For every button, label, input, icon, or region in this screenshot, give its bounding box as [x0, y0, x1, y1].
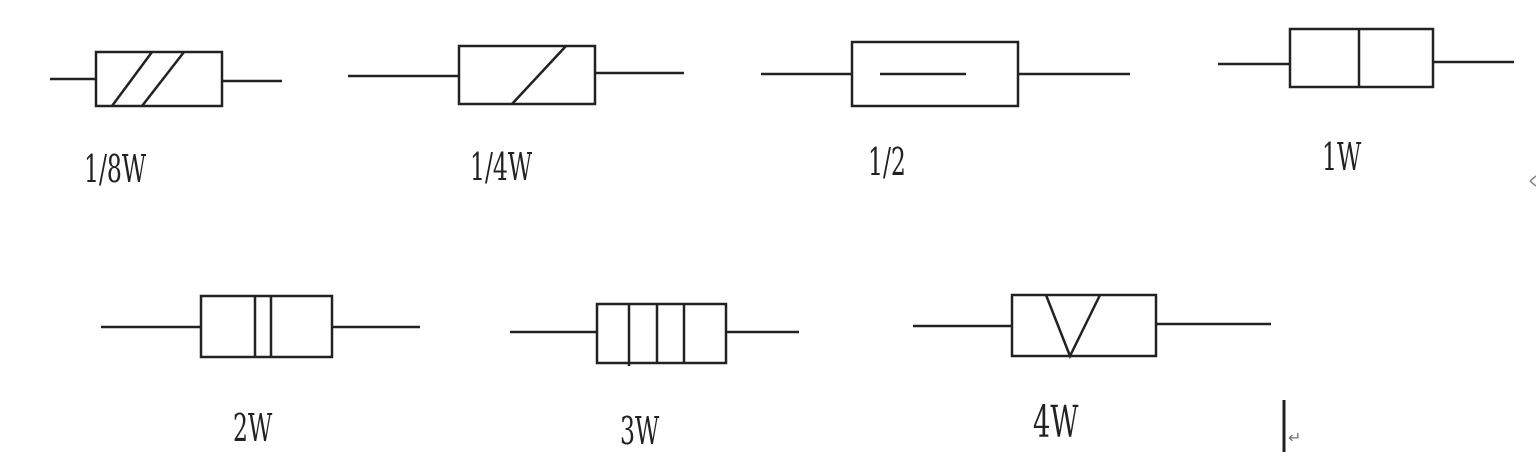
resistor-body [457, 44, 597, 106]
resistor-1w-symbol [1218, 27, 1514, 89]
slash-marking [511, 45, 567, 105]
label-1-4w: 1/4W [470, 145, 533, 189]
label-1-8w: 1/8W [84, 147, 147, 191]
resistor-body [595, 302, 728, 365]
clipped-mark [1529, 175, 1536, 182]
resistor-2w-symbol [101, 294, 420, 359]
resistor-1-4w-symbol [348, 44, 684, 106]
slash-marking [110, 51, 154, 107]
resistor-body [94, 50, 224, 108]
label-1w: 1W [1322, 135, 1362, 179]
label-1-2w: 1/2 [868, 140, 906, 184]
resistor-1-2w-symbol [761, 40, 1130, 108]
resistor-3w-symbol [510, 302, 799, 366]
resistor-body [1288, 27, 1435, 89]
resistor-body [199, 294, 334, 359]
label-2w: 2W [233, 406, 273, 450]
resistor-4w-symbol [913, 293, 1271, 360]
clipped-mark [1529, 180, 1536, 187]
label-3w: 3W [620, 409, 660, 453]
return-mark: ↵ [1288, 428, 1302, 447]
resistor-1-8w-symbol [50, 50, 282, 108]
v-marking [1044, 294, 1102, 360]
resistor-body [1010, 293, 1158, 358]
label-4w: 4W [1033, 397, 1079, 448]
slash-marking [141, 51, 185, 107]
